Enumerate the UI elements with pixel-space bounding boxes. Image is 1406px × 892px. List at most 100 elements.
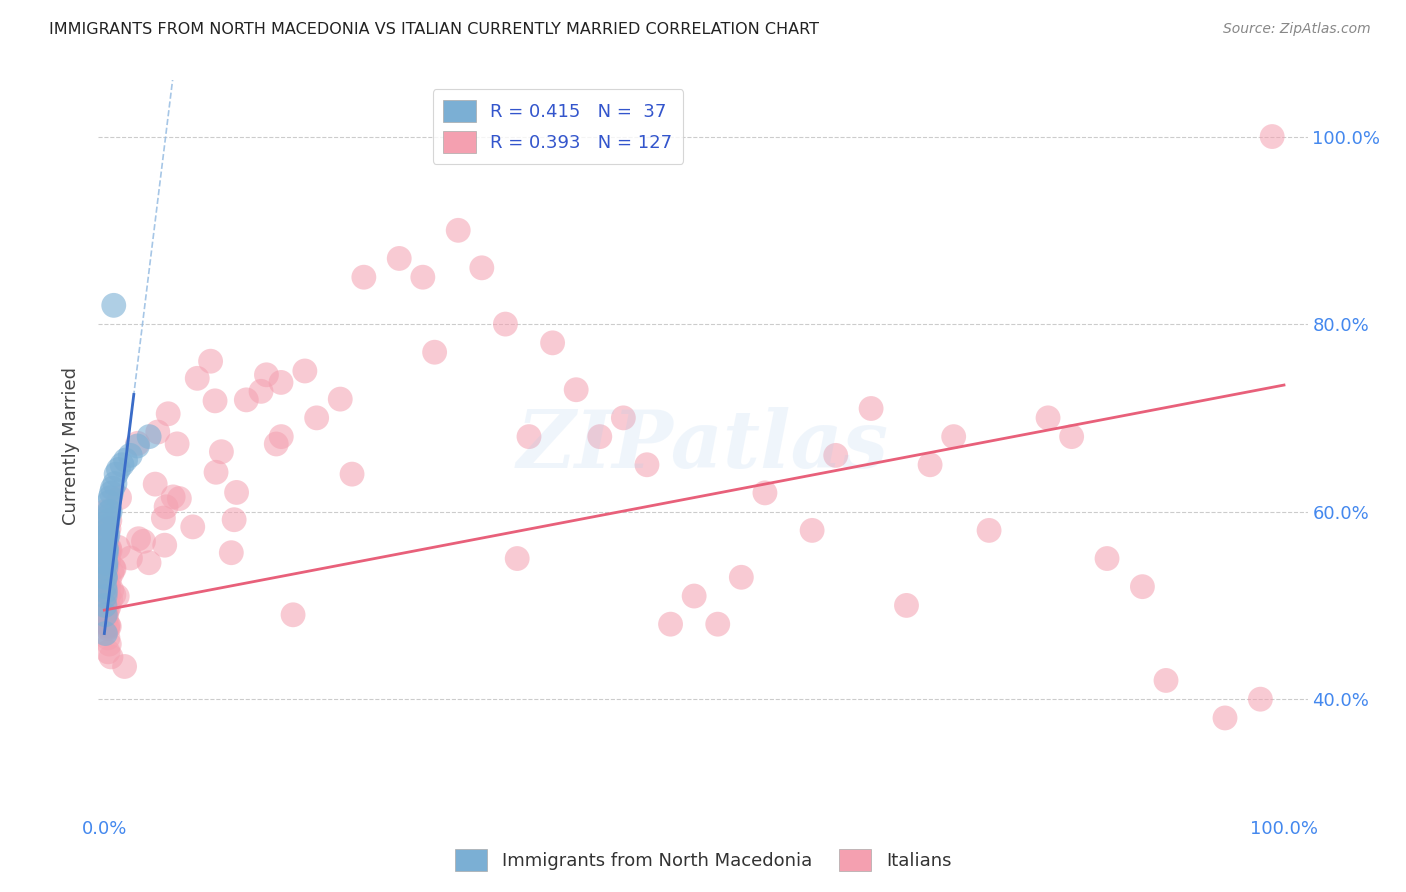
Point	[235, 392, 257, 407]
Point	[541, 335, 564, 350]
Point	[94, 556, 117, 570]
Point	[412, 270, 434, 285]
Point	[97, 619, 120, 633]
Text: ZIPatlas: ZIPatlas	[517, 408, 889, 484]
Point	[103, 298, 125, 312]
Point	[97, 580, 120, 594]
Point	[98, 495, 121, 509]
Point	[94, 615, 117, 630]
Point	[94, 579, 117, 593]
Point	[96, 604, 118, 618]
Point	[96, 563, 118, 577]
Point	[127, 439, 149, 453]
Point	[1261, 129, 1284, 144]
Point	[294, 364, 316, 378]
Point	[305, 410, 328, 425]
Point	[94, 612, 117, 626]
Point	[94, 588, 117, 602]
Point	[103, 561, 125, 575]
Point	[186, 371, 208, 385]
Point	[96, 587, 118, 601]
Point	[94, 556, 117, 570]
Point	[94, 542, 117, 557]
Point	[353, 270, 375, 285]
Point	[517, 429, 540, 443]
Point	[94, 505, 117, 519]
Point	[94, 584, 117, 599]
Point	[204, 393, 226, 408]
Point	[506, 551, 529, 566]
Point	[98, 619, 121, 633]
Point	[250, 384, 273, 399]
Point	[860, 401, 883, 416]
Point	[96, 598, 118, 612]
Point	[920, 458, 942, 472]
Point	[101, 566, 124, 580]
Point	[96, 524, 118, 538]
Point	[155, 500, 177, 514]
Point	[101, 481, 124, 495]
Point	[97, 544, 120, 558]
Point	[94, 589, 117, 603]
Point	[1213, 711, 1236, 725]
Point	[127, 436, 149, 450]
Point	[100, 649, 122, 664]
Point	[94, 562, 117, 576]
Point	[340, 467, 363, 482]
Point	[801, 524, 824, 538]
Point	[94, 580, 117, 594]
Point	[120, 449, 142, 463]
Point	[97, 599, 120, 614]
Point	[589, 429, 612, 443]
Point	[97, 590, 120, 604]
Point	[103, 588, 125, 602]
Point	[754, 486, 776, 500]
Point	[97, 553, 120, 567]
Point	[98, 541, 121, 555]
Point	[706, 617, 728, 632]
Point	[388, 252, 411, 266]
Point	[132, 534, 155, 549]
Point	[1154, 673, 1177, 688]
Point	[221, 546, 243, 560]
Point	[138, 556, 160, 570]
Point	[97, 522, 120, 536]
Point	[205, 465, 228, 479]
Point	[96, 528, 118, 542]
Point	[94, 590, 117, 604]
Point	[94, 549, 117, 563]
Point	[94, 570, 117, 584]
Point	[108, 491, 131, 505]
Point	[98, 505, 121, 519]
Legend: Immigrants from North Macedonia, Italians: Immigrants from North Macedonia, Italian…	[447, 842, 959, 879]
Point	[166, 437, 188, 451]
Point	[105, 589, 128, 603]
Point	[96, 518, 118, 533]
Point	[1249, 692, 1271, 706]
Point	[97, 528, 120, 542]
Point	[98, 505, 121, 519]
Point	[146, 425, 169, 439]
Point	[659, 617, 682, 632]
Point	[96, 577, 118, 591]
Point	[636, 458, 658, 472]
Point	[94, 607, 117, 622]
Point	[329, 392, 352, 406]
Point	[96, 542, 118, 557]
Point	[471, 260, 494, 275]
Point	[612, 410, 634, 425]
Point	[94, 528, 117, 542]
Point	[103, 562, 125, 576]
Point	[209, 444, 232, 458]
Point	[683, 589, 706, 603]
Point	[447, 223, 470, 237]
Point	[94, 590, 117, 604]
Point	[114, 453, 136, 467]
Point	[270, 429, 292, 443]
Point	[128, 532, 150, 546]
Point	[94, 592, 117, 607]
Point	[169, 491, 191, 506]
Point	[1095, 551, 1118, 566]
Text: IMMIGRANTS FROM NORTH MACEDONIA VS ITALIAN CURRENTLY MARRIED CORRELATION CHART: IMMIGRANTS FROM NORTH MACEDONIA VS ITALI…	[49, 22, 820, 37]
Point	[114, 659, 136, 673]
